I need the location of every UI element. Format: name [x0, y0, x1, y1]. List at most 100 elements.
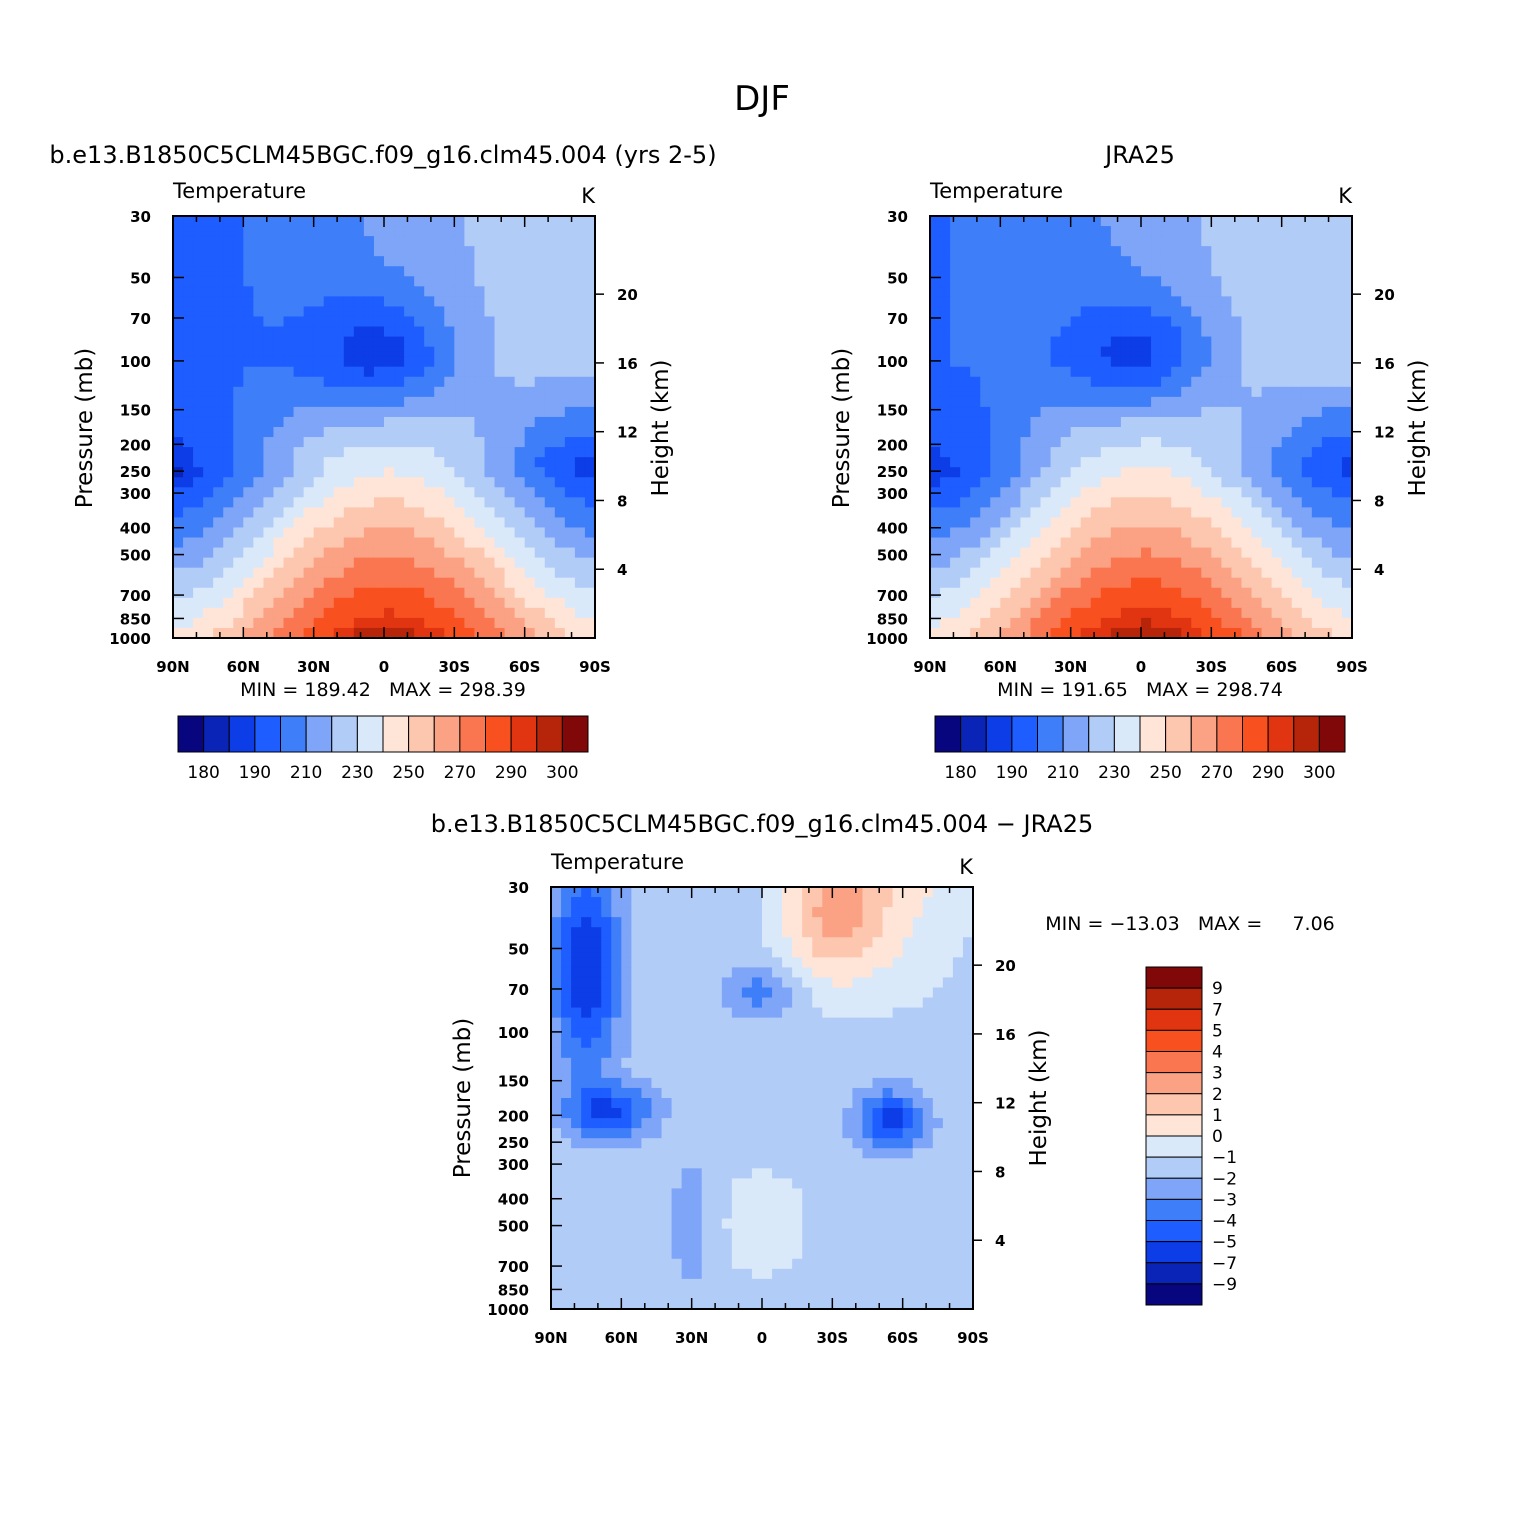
panel2-cell: [1331, 557, 1343, 569]
panel3-cell: [701, 947, 713, 958]
panel2-cell: [1181, 527, 1192, 539]
panel3-cell: [641, 1158, 653, 1169]
panel1-cell: [323, 416, 335, 428]
panel1-cell: [213, 537, 224, 549]
panel3-cell: [862, 987, 874, 999]
panel1-cell: [213, 427, 224, 438]
panel2-cell: [1341, 627, 1353, 639]
panel3-cell: [621, 1077, 632, 1089]
panel2-cell: [1110, 467, 1122, 478]
panel1-cell: [223, 296, 234, 308]
panel1-cell: [384, 256, 395, 267]
panel2-cell: [1201, 276, 1212, 287]
panel2-cell: [1030, 517, 1042, 529]
panel1-cell: [474, 236, 486, 247]
panel3-cell: [621, 1037, 632, 1049]
panel3-cell: [751, 957, 763, 968]
panel2-cell: [1161, 286, 1172, 297]
panel1-cell: [283, 326, 295, 338]
panel1-cell: [223, 427, 234, 438]
panel3-cell: [832, 1007, 843, 1019]
panel2-cell: [1281, 256, 1293, 267]
panel1-cell: [183, 326, 194, 338]
panel3-cell: [932, 977, 944, 989]
panel2-cell: [1080, 416, 1092, 428]
panel3-cell: [952, 1198, 964, 1210]
panel3-cell: [701, 937, 713, 948]
panel1-cell: [444, 617, 455, 629]
panel2-cell: [1271, 386, 1283, 398]
panel1-cell: [303, 336, 315, 348]
panel3-cell: [621, 997, 632, 1009]
panel1-cell: [524, 336, 536, 348]
panel3-cell: [852, 1128, 864, 1139]
panel3-cell: [611, 957, 622, 968]
panel2-cell: [1331, 416, 1343, 428]
panel1-cell: [243, 376, 254, 388]
panel2-cell: [1130, 427, 1142, 438]
panel2-cell: [1261, 296, 1273, 308]
panel2-cell: [1271, 467, 1283, 478]
panel2-cell: [1171, 386, 1182, 398]
panel3-cell: [902, 887, 914, 898]
panel2-cell: [1130, 256, 1142, 267]
panel2-cell: [1211, 386, 1222, 398]
panel2-cell: [1070, 477, 1082, 488]
panel2-cell: [1120, 266, 1132, 277]
panel2-cell: [1261, 607, 1273, 619]
panel3-cell: [952, 1158, 964, 1169]
panel3-cell: [802, 1077, 813, 1089]
panel1-cell: [363, 386, 375, 398]
panel1-cell: [203, 537, 214, 549]
panel2-cell: [1040, 216, 1052, 227]
panel3-cell: [661, 977, 673, 989]
panel2-cell: [1181, 487, 1192, 498]
panel3-cell: [651, 1027, 663, 1039]
panel3-cell: [792, 997, 803, 1009]
panel2-cell: [930, 236, 941, 247]
panel3-cell: [912, 947, 924, 958]
panel1-cell: [574, 226, 586, 237]
panel1-cell: [293, 266, 305, 277]
panel2-cell: [1060, 447, 1072, 458]
panel2-cell: [1020, 396, 1032, 408]
panel3-cell: [802, 1138, 813, 1149]
panel3-cell: [581, 1208, 592, 1220]
panel1-cell: [303, 266, 315, 277]
panel3-cell: [962, 1087, 974, 1099]
panel1-cell: [173, 547, 184, 559]
panel3-cell: [731, 1188, 743, 1200]
panel1-cell: [454, 497, 465, 508]
panel3-cell: [581, 1098, 592, 1109]
panel2-cell: [1040, 236, 1052, 247]
panel1-cell: [494, 316, 506, 328]
panel2-cell: [1080, 316, 1092, 328]
panel2-cell: [1000, 366, 1011, 378]
panel2-cell: [1261, 447, 1273, 458]
panel1-cell: [173, 467, 184, 478]
panel1-cell: [233, 447, 244, 458]
panel1-cell: [444, 567, 455, 579]
panel1-cell: [173, 346, 184, 358]
panel1-cell: [444, 266, 455, 277]
panel1-cell: [243, 356, 254, 368]
panel1-cell: [474, 477, 486, 488]
panel2-cell: [1010, 406, 1022, 418]
panel1-cell: [434, 276, 445, 287]
panel2-cell: [1110, 537, 1122, 549]
panel2-cell: [1060, 306, 1072, 318]
panel3-cell: [551, 987, 562, 999]
panel2-cell: [1211, 236, 1222, 247]
panel3-cell: [721, 1108, 733, 1119]
panel1-cell: [183, 607, 194, 619]
panel2-cell: [1191, 587, 1202, 599]
panel2-cell: [1050, 396, 1062, 408]
panel3-cell: [581, 917, 592, 928]
panel3-cell: [711, 917, 723, 928]
panel1-cell: [434, 427, 445, 438]
panel1-cell: [263, 386, 275, 398]
panel3-cell: [711, 1218, 723, 1230]
panel2-cell: [1291, 597, 1303, 609]
panel2-cell: [1080, 336, 1092, 348]
panel1-cell: [223, 286, 234, 297]
